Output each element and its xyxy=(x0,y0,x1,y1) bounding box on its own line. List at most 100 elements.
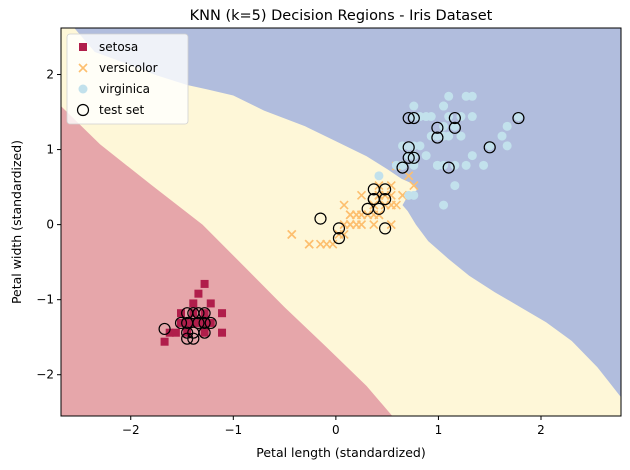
x-tick-label: −1 xyxy=(224,423,242,437)
virginica-point xyxy=(444,91,454,101)
virginica-point xyxy=(467,112,477,122)
virginica-point xyxy=(439,200,449,210)
setosa-point xyxy=(183,318,192,327)
legend-entries: setosa versicolor virginica test set xyxy=(76,40,158,117)
y-axis-label: Petal width (standardized) xyxy=(9,140,24,304)
test-set-point xyxy=(314,212,327,225)
x-tick-label: 1 xyxy=(435,423,443,437)
test-set-point xyxy=(402,141,415,154)
test-set-point xyxy=(198,326,211,339)
virginica-point xyxy=(502,121,512,131)
setosa-point xyxy=(189,299,198,308)
test-set-point xyxy=(204,316,217,330)
virginica-point xyxy=(450,181,460,191)
setosa-point xyxy=(177,318,185,327)
test-set-point xyxy=(187,332,200,345)
virginica-point xyxy=(426,112,436,122)
x-tick-label: 2 xyxy=(537,423,545,437)
y-axis-ticks: −2 −1 0 1 2 xyxy=(36,68,61,382)
virginica-point xyxy=(432,131,442,141)
test-set-point xyxy=(192,316,205,330)
virginica-point xyxy=(461,160,471,170)
versicolor-point xyxy=(345,220,355,230)
x-tick-label: 0 xyxy=(332,423,340,437)
versicolor-point xyxy=(304,239,314,249)
test-set-point xyxy=(174,316,188,330)
test-set-point xyxy=(332,222,346,235)
y-tick-label: −2 xyxy=(36,368,54,382)
test-set-point xyxy=(407,151,420,164)
versicolor-point xyxy=(356,190,367,200)
y-tick-label: 1 xyxy=(46,143,54,157)
virginica-point xyxy=(432,160,442,170)
setosa-point xyxy=(206,299,215,308)
setosa-point xyxy=(200,318,209,327)
virginica-point xyxy=(439,101,449,111)
test-set-point xyxy=(367,193,380,206)
legend-marker-virginica xyxy=(78,84,88,94)
virginica-point xyxy=(502,141,512,151)
test-set-point xyxy=(448,111,461,125)
test-set-point xyxy=(483,141,496,154)
versicolor-point xyxy=(386,220,396,230)
y-tick-label: 0 xyxy=(46,218,54,232)
legend-box xyxy=(66,33,189,125)
plot-area xyxy=(60,27,622,417)
virginica-point xyxy=(415,141,425,151)
test-set-point xyxy=(198,307,211,320)
virginica-point xyxy=(479,160,489,170)
setosa-point xyxy=(200,328,209,337)
test-set-point xyxy=(431,121,444,134)
virginica-point xyxy=(467,91,477,101)
x-tick-label: −2 xyxy=(122,423,140,437)
versicolor-point xyxy=(386,181,396,191)
virginica-point xyxy=(450,160,460,170)
test-set-point xyxy=(379,183,392,196)
data-points xyxy=(158,91,525,346)
setosa-point xyxy=(218,328,227,337)
legend-marker-setosa xyxy=(79,43,87,51)
versicolor-point xyxy=(339,200,349,210)
virginica-point xyxy=(421,151,431,161)
versicolor-point xyxy=(356,220,367,230)
virginica-point xyxy=(513,112,523,122)
test-set-point xyxy=(396,161,409,174)
versicolor-point xyxy=(328,239,338,249)
region-setosa xyxy=(61,106,393,416)
x-axis-ticks: −2 −1 0 1 2 xyxy=(122,416,545,437)
test-set-point xyxy=(512,111,525,125)
plot-frame xyxy=(60,27,622,417)
test-set-point xyxy=(402,111,415,125)
versicolor-point xyxy=(386,190,396,200)
test-set-point xyxy=(181,332,194,345)
virginica-point xyxy=(404,141,414,151)
test-set-point xyxy=(407,111,420,125)
legend-label-virginica: virginica xyxy=(99,82,150,96)
versicolor-point xyxy=(287,229,297,239)
legend-marker-versicolor xyxy=(78,63,88,73)
test-set-point xyxy=(332,232,346,245)
virginica-point xyxy=(497,131,507,141)
legend: setosa versicolor virginica test set xyxy=(66,33,189,125)
virginica-point xyxy=(409,101,419,111)
versicolor-point xyxy=(369,220,379,230)
setosa-point xyxy=(171,328,180,337)
setosa-point xyxy=(200,279,209,288)
setosa-point xyxy=(218,309,227,318)
test-set-point xyxy=(431,131,444,144)
versicolor-point xyxy=(374,190,384,200)
setosa-point xyxy=(160,337,169,346)
legend-label-test-set: test set xyxy=(99,103,144,117)
setosa-point xyxy=(177,309,185,318)
y-tick-label: 2 xyxy=(46,68,54,82)
virginica-point xyxy=(456,131,466,141)
versicolor-point xyxy=(404,171,414,181)
test-set-point xyxy=(198,316,211,330)
legend-label-setosa: setosa xyxy=(99,40,138,54)
virginica-point xyxy=(409,190,419,200)
virginica-point xyxy=(374,171,384,181)
test-set-point xyxy=(158,322,171,336)
setosa-point xyxy=(200,309,209,318)
legend-marker-test-set xyxy=(76,103,90,117)
